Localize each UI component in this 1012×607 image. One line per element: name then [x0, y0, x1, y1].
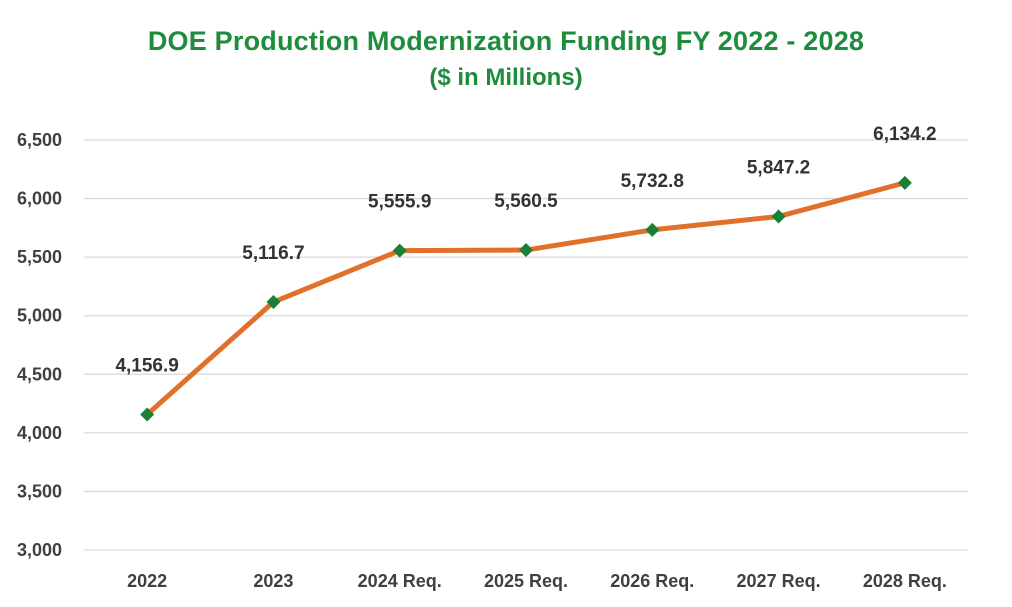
- y-tick-label: 4,000: [17, 423, 62, 443]
- data-label: 5,732.8: [621, 171, 684, 192]
- y-tick-label: 4,500: [17, 364, 62, 384]
- data-point-marker: [771, 209, 786, 224]
- data-label: 4,156.9: [115, 355, 178, 376]
- chart-title: DOE Production Modernization Funding FY …: [147, 26, 865, 56]
- data-point-marker: [645, 222, 660, 237]
- data-point-marker: [140, 407, 155, 422]
- x-tick-label: 2027 Req.: [737, 571, 821, 591]
- y-tick-label: 3,000: [17, 540, 62, 560]
- y-tick-label: 5,000: [17, 306, 62, 326]
- y-tick-label: 6,000: [17, 189, 62, 209]
- x-tick-label: 2023: [253, 571, 293, 591]
- x-tick-label: 2025 Req.: [484, 571, 568, 591]
- chart-subtitle: ($ in Millions): [429, 64, 583, 91]
- data-point-marker: [897, 175, 912, 190]
- x-tick-label: 2022: [127, 571, 167, 591]
- data-point-marker: [392, 243, 407, 258]
- data-point-marker: [266, 295, 281, 310]
- y-tick-label: 5,500: [17, 247, 62, 267]
- x-tick-label: 2024 Req.: [358, 571, 442, 591]
- x-tick-label: 2028 Req.: [863, 571, 947, 591]
- data-label: 5,555.9: [368, 192, 431, 213]
- series-line: [144, 180, 908, 417]
- x-tick-label: 2026 Req.: [610, 571, 694, 591]
- data-point-marker: [519, 243, 533, 258]
- data-label: 5,116.7: [242, 243, 304, 264]
- y-tick-label: 3,500: [17, 481, 62, 501]
- y-tick-label: 6,500: [17, 130, 62, 150]
- data-label: 5,847.2: [747, 157, 810, 178]
- data-label: 6,134.2: [873, 124, 936, 145]
- data-label: 5,560.5: [494, 191, 558, 212]
